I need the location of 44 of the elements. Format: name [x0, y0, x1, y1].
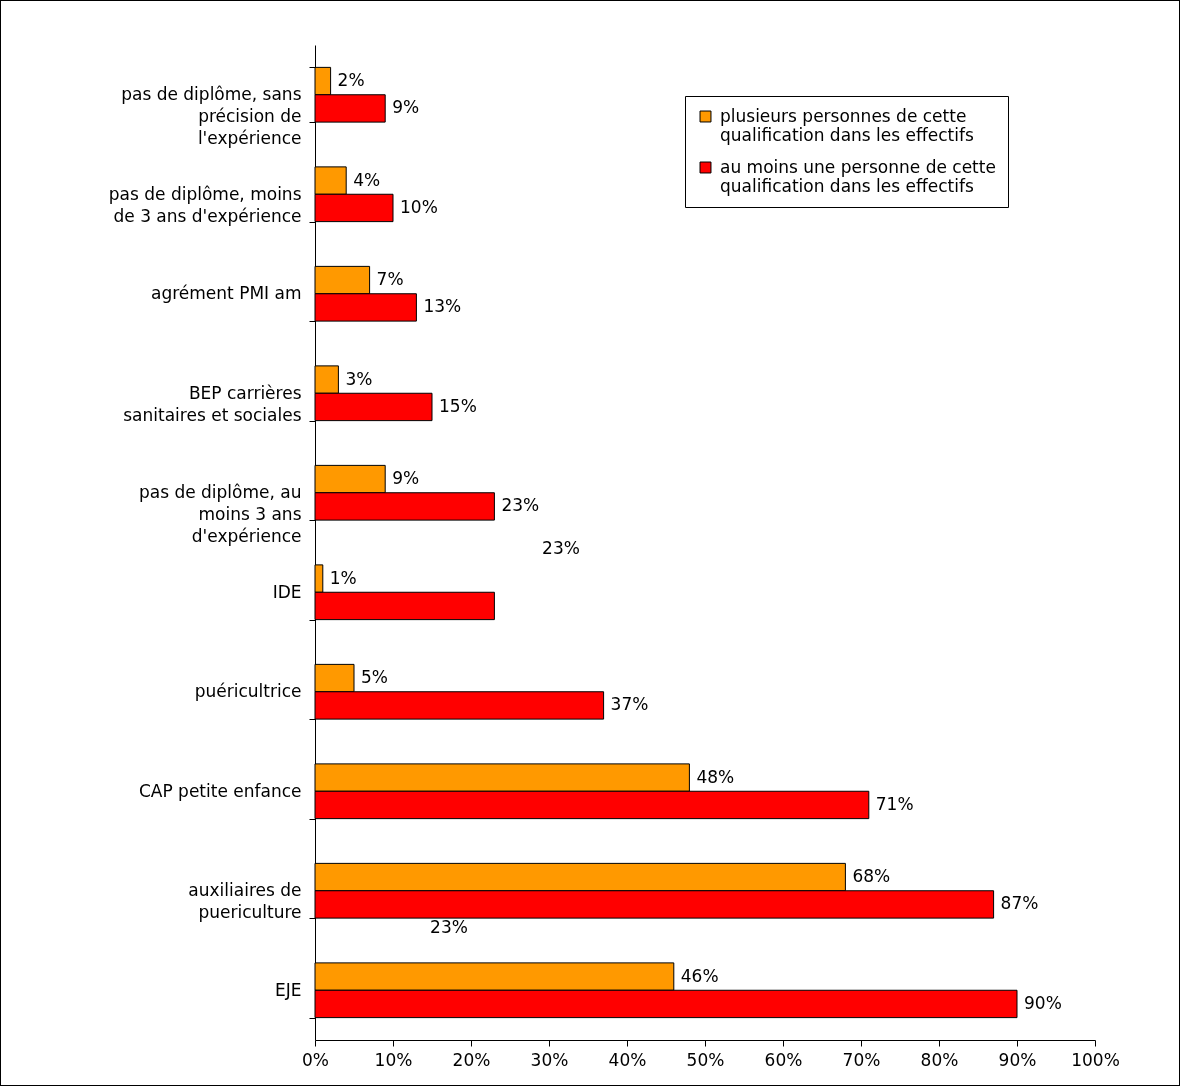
data-label: 46% [680, 965, 719, 986]
y-tick-label: auxiliaires de puericulture [188, 880, 302, 923]
data-label: 13% [423, 296, 462, 317]
x-tick-label: 10% [374, 1049, 413, 1070]
data-label: 37% [610, 694, 649, 715]
data-label: 3% [345, 368, 373, 389]
x-tick-label: 60% [764, 1049, 803, 1070]
x-tick-label: 30% [530, 1049, 569, 1070]
data-label: 4% [353, 169, 381, 190]
data-label: 7% [376, 269, 404, 290]
x-tick-label: 0% [302, 1049, 329, 1070]
x-tick-label: 70% [842, 1049, 881, 1070]
annotation: 23% [542, 538, 580, 558]
y-tick-label: pas de diplôme, sans précision de l'expérience [121, 84, 302, 149]
y-tick-label: EJE [275, 979, 302, 1000]
legend-label: au moins une personne de cette qualification dans les effectifs [720, 156, 996, 196]
annotation: 23% [430, 917, 468, 937]
data-label: 71% [875, 793, 914, 814]
y-tick-label: agrément PMI am [151, 283, 302, 304]
data-label: 1% [329, 567, 357, 588]
legend-label: plusieurs personnes de cette qualification dans les effectifs [720, 105, 974, 145]
data-label: 9% [392, 468, 420, 489]
x-tick-label: 80% [920, 1049, 959, 1070]
data-label: 68% [852, 866, 891, 887]
y-tick-label: pas de diplôme, au moins 3 ans d'expérience [138, 482, 302, 547]
data-label: 87% [1000, 893, 1039, 914]
x-tick-label: 100% [1071, 1049, 1120, 1070]
y-tick-label: pas de diplôme, moins de 3 ans d'expérience [108, 183, 302, 226]
y-tick-label: puéricultrice [194, 681, 302, 702]
x-tick-label: 20% [452, 1049, 491, 1070]
x-tick-label: 90% [998, 1049, 1037, 1070]
x-tick-label: 50% [686, 1049, 725, 1070]
data-label: 9% [392, 97, 420, 118]
data-label: 5% [361, 667, 388, 688]
data-label: 23% [501, 495, 540, 516]
data-label: 15% [439, 395, 477, 416]
data-label: 10% [400, 196, 438, 217]
data-label: 48% [696, 766, 735, 787]
y-tick-label: CAP petite enfance [138, 780, 302, 801]
data-label: 2% [337, 70, 365, 91]
y-tick-label: IDE [272, 581, 302, 602]
y-tick-label: BEP carrières sanitaires et sociales [123, 382, 302, 425]
x-tick-label: 40% [608, 1049, 647, 1070]
data-label: 90% [1024, 992, 1062, 1013]
